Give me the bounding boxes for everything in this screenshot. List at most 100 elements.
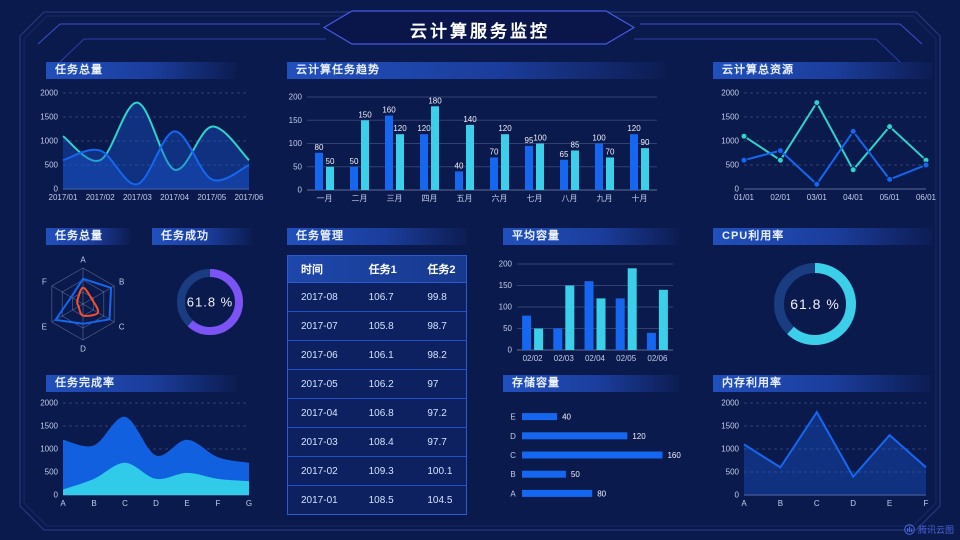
svg-text:04/01: 04/01 bbox=[843, 193, 864, 202]
panel-header-task-success: 任务成功 bbox=[152, 228, 252, 245]
svg-text:五月: 五月 bbox=[457, 194, 473, 203]
panel-tasks-total-top: 任务总量 0 500 1000 1500 2000 2017/01 2017/02 2017/… bbox=[35, 62, 264, 215]
panel-title: 内存利用率 bbox=[722, 377, 782, 389]
svg-text:C: C bbox=[119, 322, 125, 331]
panel-title: 任务成功 bbox=[161, 230, 209, 242]
svg-text:1000: 1000 bbox=[721, 445, 739, 454]
svg-text:120: 120 bbox=[632, 432, 646, 441]
svg-text:03/01: 03/01 bbox=[807, 193, 828, 202]
svg-text:2017/02: 2017/02 bbox=[86, 193, 115, 202]
svg-text:02/05: 02/05 bbox=[616, 354, 637, 363]
panel-header-cloud-task-trend: 云计算任务趋势 bbox=[287, 62, 665, 79]
brand-watermark: 腾讯云图 bbox=[904, 523, 954, 536]
svg-text:B: B bbox=[778, 499, 783, 508]
svg-text:B: B bbox=[510, 470, 515, 479]
svg-text:0: 0 bbox=[298, 186, 303, 195]
svg-text:02/04: 02/04 bbox=[585, 354, 606, 363]
svg-text:100: 100 bbox=[499, 303, 513, 312]
tasks-total-line-chart: 0 500 1000 1500 2000 2017/01 2017/02 2017/03 201… bbox=[40, 89, 264, 203]
svg-text:1000: 1000 bbox=[721, 137, 739, 146]
panel-cloud-total-resources: 云计算总资源 0 500 1000 1500 2000 01/01 02/01 03/01 04… bbox=[710, 62, 938, 215]
svg-text:65: 65 bbox=[560, 150, 569, 159]
svg-text:150: 150 bbox=[499, 281, 513, 290]
svg-text:D: D bbox=[510, 432, 516, 441]
task-completion-chart: 0 500 1000 1500 2000 A B C D E F G bbox=[40, 399, 252, 509]
panel-title: 云计算任务趋势 bbox=[296, 64, 380, 76]
svg-text:E: E bbox=[510, 413, 515, 422]
svg-text:二月: 二月 bbox=[352, 194, 368, 203]
svg-text:B: B bbox=[91, 499, 96, 508]
svg-text:02/01: 02/01 bbox=[770, 193, 791, 202]
panel-task-completion: 任务完成率 0 500 1000 1500 2000 A B C D E F G bbox=[35, 375, 260, 515]
table-row: 2017-03 108.4 97.7 bbox=[288, 428, 466, 457]
panel-header-tasks-total-radar: 任务总量 bbox=[46, 228, 130, 245]
svg-text:E: E bbox=[887, 499, 892, 508]
svg-text:160: 160 bbox=[667, 451, 681, 460]
svg-text:200: 200 bbox=[289, 93, 303, 102]
tencent-cloud-logo-icon bbox=[904, 524, 915, 535]
svg-text:一月: 一月 bbox=[317, 194, 333, 203]
task-table: 时间 任务1 任务2 2017-08 106.7 99.8 2017-07 105.8 98.7… bbox=[287, 255, 467, 515]
svg-text:D: D bbox=[80, 345, 86, 354]
svg-text:120: 120 bbox=[393, 124, 407, 133]
svg-text:200: 200 bbox=[499, 260, 513, 269]
svg-text:0: 0 bbox=[54, 185, 59, 194]
storage-capacity-chart: E 40 D 120 C 160 B 50 A 80 bbox=[510, 413, 681, 499]
cloud-total-resources-chart: 0 500 1000 1500 2000 01/01 02/01 03/01 04/01 05/0… bbox=[721, 89, 937, 203]
svg-text:F: F bbox=[924, 499, 929, 508]
svg-text:80: 80 bbox=[597, 489, 606, 498]
svg-text:2017/01: 2017/01 bbox=[49, 193, 78, 202]
panel-cpu-utilization: CPU利用率 61.8 % bbox=[710, 228, 938, 353]
svg-text:F: F bbox=[42, 278, 47, 287]
svg-text:70: 70 bbox=[490, 147, 499, 156]
svg-text:E: E bbox=[42, 322, 47, 331]
tasks-total-radar-chart: A B C D E F bbox=[42, 255, 125, 354]
svg-text:500: 500 bbox=[726, 161, 740, 170]
svg-text:150: 150 bbox=[358, 110, 372, 119]
svg-text:G: G bbox=[246, 499, 252, 508]
svg-text:50: 50 bbox=[571, 470, 580, 479]
panel-title: 任务完成率 bbox=[55, 377, 115, 389]
svg-text:06/01: 06/01 bbox=[916, 193, 937, 202]
table-row: 2017-05 106.2 97 bbox=[288, 370, 466, 399]
svg-text:0: 0 bbox=[735, 185, 740, 194]
panel-storage-capacity: 存储容量 E 40 D 120 C 160 B 50 A 80 bbox=[497, 375, 682, 515]
svg-text:2017/04: 2017/04 bbox=[160, 193, 189, 202]
svg-text:100: 100 bbox=[592, 134, 606, 143]
svg-text:A: A bbox=[741, 499, 747, 508]
task-success-gauge: 61.8 % bbox=[177, 269, 243, 335]
svg-text:A: A bbox=[80, 255, 86, 264]
panel-memory-utilization: 内存利用率 0 500 1000 1500 2000 A B C D E F bbox=[710, 375, 938, 515]
panel-header-cpu-utilization: CPU利用率 bbox=[713, 228, 933, 245]
svg-text:1500: 1500 bbox=[40, 422, 58, 431]
svg-text:A: A bbox=[60, 499, 66, 508]
panel-title: 存储容量 bbox=[512, 377, 560, 389]
svg-text:120: 120 bbox=[417, 124, 431, 133]
brand-watermark-text: 腾讯云图 bbox=[917, 525, 954, 535]
svg-text:05/01: 05/01 bbox=[880, 193, 901, 202]
svg-text:D: D bbox=[153, 499, 159, 508]
svg-text:2017/03: 2017/03 bbox=[123, 193, 152, 202]
panel-title: 云计算总资源 bbox=[722, 64, 794, 76]
memory-utilization-chart: 0 500 1000 1500 2000 A B C D E F bbox=[721, 399, 929, 509]
svg-text:50: 50 bbox=[503, 324, 512, 333]
panel-header-avg-capacity: 平均容量 bbox=[503, 228, 679, 245]
svg-text:六月: 六月 bbox=[492, 193, 508, 203]
svg-text:2000: 2000 bbox=[40, 89, 58, 98]
svg-text:500: 500 bbox=[45, 161, 59, 170]
svg-text:01/01: 01/01 bbox=[734, 193, 755, 202]
svg-text:D: D bbox=[850, 499, 856, 508]
panel-title: 任务总量 bbox=[55, 230, 103, 242]
svg-text:50: 50 bbox=[350, 157, 359, 166]
svg-text:500: 500 bbox=[45, 468, 59, 477]
page-title: 云计算服务监控 bbox=[410, 22, 550, 41]
svg-text:C: C bbox=[510, 451, 516, 460]
svg-text:2000: 2000 bbox=[721, 89, 739, 98]
table-row: 2017-07 105.8 98.7 bbox=[288, 312, 466, 341]
svg-text:70: 70 bbox=[606, 147, 615, 156]
svg-text:1000: 1000 bbox=[40, 137, 58, 146]
avg-capacity-chart: 0 50 100 150 200 02/02 02/03 02/04 02/05 02/06 bbox=[499, 260, 673, 363]
svg-text:120: 120 bbox=[498, 124, 512, 133]
panel-cloud-task-trend: 云计算任务趋势 0 50 100 150 200 一月 二月 三月 四月 五月 六月 七月 八月 九月 十月… bbox=[287, 62, 672, 215]
